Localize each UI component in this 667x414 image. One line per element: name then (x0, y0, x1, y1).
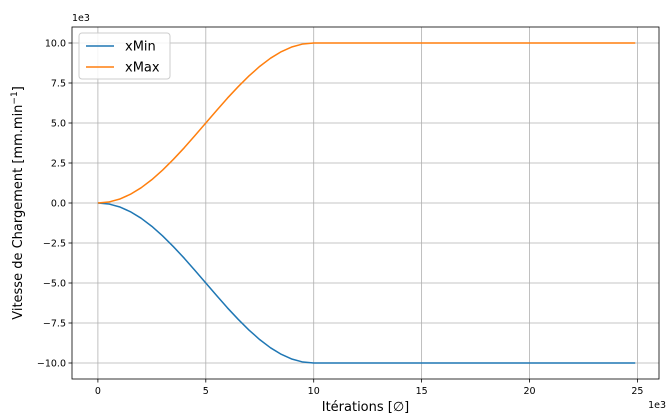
x-tick-label: 10 (308, 386, 320, 397)
x-tick-label: 20 (523, 386, 535, 397)
y-axis-label-superscript: −1 (10, 91, 20, 104)
y-axis-ticks: −10.0 −7.5 −5.0 −2.5 0.0 2.5 5.0 7.5 10.0 (37, 39, 72, 370)
series-line-xmax (97, 42, 636, 204)
x-axis-offset-label: 1e3 (648, 400, 666, 411)
x-tick-label: 25 (631, 386, 643, 397)
legend-entry-xmin: xMin (125, 40, 156, 55)
y-tick-label: −7.5 (43, 319, 66, 330)
x-tick-label: 0 (95, 386, 101, 397)
x-axis-ticks: 0 5 10 15 20 25 (95, 379, 643, 397)
y-axis-label-main: Vitesse de Chargement [mm.min (11, 105, 26, 320)
y-tick-label: −5.0 (43, 279, 66, 290)
x-tick-label: 5 (203, 386, 209, 397)
legend-entry-xmax: xMax (125, 61, 160, 76)
y-tick-label: 7.5 (51, 79, 66, 90)
y-tick-label: 2.5 (51, 159, 66, 170)
series-lines (97, 42, 636, 364)
y-axis-offset-label: 1e3 (72, 13, 90, 24)
y-axis-label-close: ] (11, 86, 26, 91)
y-tick-label: 0.0 (51, 199, 66, 210)
y-tick-label: −10.0 (37, 359, 66, 370)
y-tick-label: 5.0 (51, 119, 66, 130)
grid-lines (72, 27, 659, 379)
x-tick-label: 15 (416, 386, 428, 397)
y-axis-label: Vitesse de Chargement [mm.min−1] (10, 86, 26, 320)
y-tick-label: 10.0 (45, 39, 66, 50)
legend: xMin xMax (78, 32, 171, 80)
series-line-xmin (97, 202, 636, 364)
x-axis-label: Itérations [∅] (322, 400, 410, 414)
y-tick-label: −2.5 (43, 239, 66, 250)
